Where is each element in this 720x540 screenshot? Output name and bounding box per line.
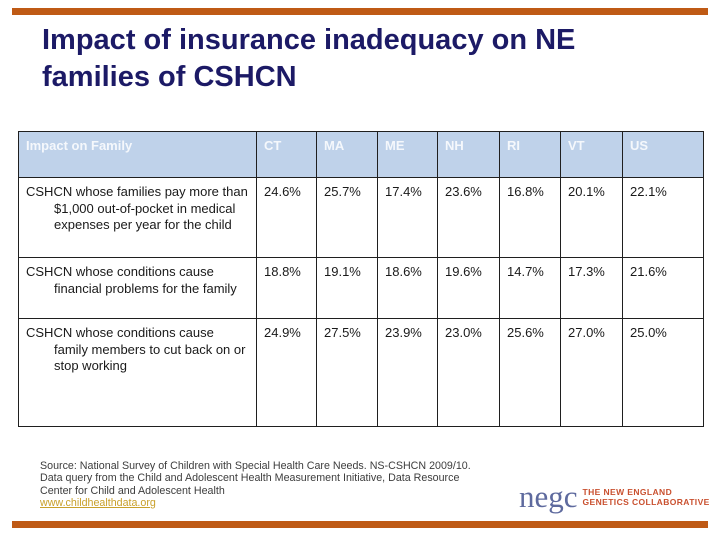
source-link[interactable]: www.childhealthdata.org [40, 496, 156, 509]
column-header-us: US [622, 131, 704, 178]
source-note: Source: National Survey of Children with… [40, 460, 522, 509]
source-line: Center for Child and Adolescent Health [40, 484, 225, 497]
column-header-ma: MA [316, 131, 378, 178]
negc-logo: negc THE NEW ENGLAND GENETICS COLLABORAT… [519, 479, 710, 514]
data-cell: 18.8% [256, 257, 317, 319]
row-label: CSHCN whose conditions cause financial p… [18, 257, 257, 319]
data-cell: 25.0% [622, 318, 704, 427]
data-cell: 25.7% [316, 177, 378, 258]
data-cell: 23.6% [437, 177, 500, 258]
negc-logo-acronym: negc [519, 479, 578, 514]
data-cell: 16.8% [499, 177, 561, 258]
data-cell: 18.6% [377, 257, 438, 319]
row-label: CSHCN whose families pay more than $1,00… [18, 177, 257, 258]
data-cell: 20.1% [560, 177, 623, 258]
column-header-vt: VT [560, 131, 623, 178]
data-cell: 17.4% [377, 177, 438, 258]
data-cell: 21.6% [622, 257, 704, 319]
page-title-line-1: Impact of insurance inadequacy on NE [42, 24, 576, 56]
table-row: CSHCN whose conditions cause financial p… [18, 257, 704, 319]
data-cell: 23.9% [377, 318, 438, 427]
data-cell: 24.6% [256, 177, 317, 258]
data-cell: 22.1% [622, 177, 704, 258]
data-cell: 27.5% [316, 318, 378, 427]
column-header-impact-on-family: Impact on Family [18, 131, 257, 178]
data-cell: 14.7% [499, 257, 561, 319]
data-cell: 25.6% [499, 318, 561, 427]
top-accent-bar [12, 8, 708, 15]
impact-data-table: Impact on Family CT MA ME NH RI VT US CS… [18, 131, 704, 427]
page-title: Impact of insurance inadequacy on NE fam… [42, 22, 692, 96]
row-label: CSHCN whose conditions cause family memb… [18, 318, 257, 427]
bottom-accent-bar [12, 521, 708, 528]
column-header-ri: RI [499, 131, 561, 178]
data-cell: 23.0% [437, 318, 500, 427]
negc-logo-name-line-1: THE NEW ENGLAND [582, 487, 673, 497]
column-header-ct: CT [256, 131, 317, 178]
data-cell: 17.3% [560, 257, 623, 319]
negc-logo-name-line-2: GENETICS COLLABORATIVE [582, 497, 710, 507]
table-row: CSHCN whose families pay more than $1,00… [18, 177, 704, 258]
data-cell: 19.6% [437, 257, 500, 319]
column-header-me: ME [377, 131, 438, 178]
table-header-row: Impact on Family CT MA ME NH RI VT US [18, 131, 704, 178]
source-line: Source: National Survey of Children with… [40, 460, 471, 472]
data-cell: 19.1% [316, 257, 378, 319]
source-line: Data query from the Child and Adolescent… [40, 472, 460, 485]
data-cell: 24.9% [256, 318, 317, 427]
column-header-nh: NH [437, 131, 500, 178]
table-row: CSHCN whose conditions cause family memb… [18, 318, 704, 427]
data-cell: 27.0% [560, 318, 623, 427]
page-title-line-2: families of CSHCN [42, 61, 297, 93]
negc-logo-name: THE NEW ENGLAND GENETICS COLLABORATIVE [583, 487, 710, 507]
